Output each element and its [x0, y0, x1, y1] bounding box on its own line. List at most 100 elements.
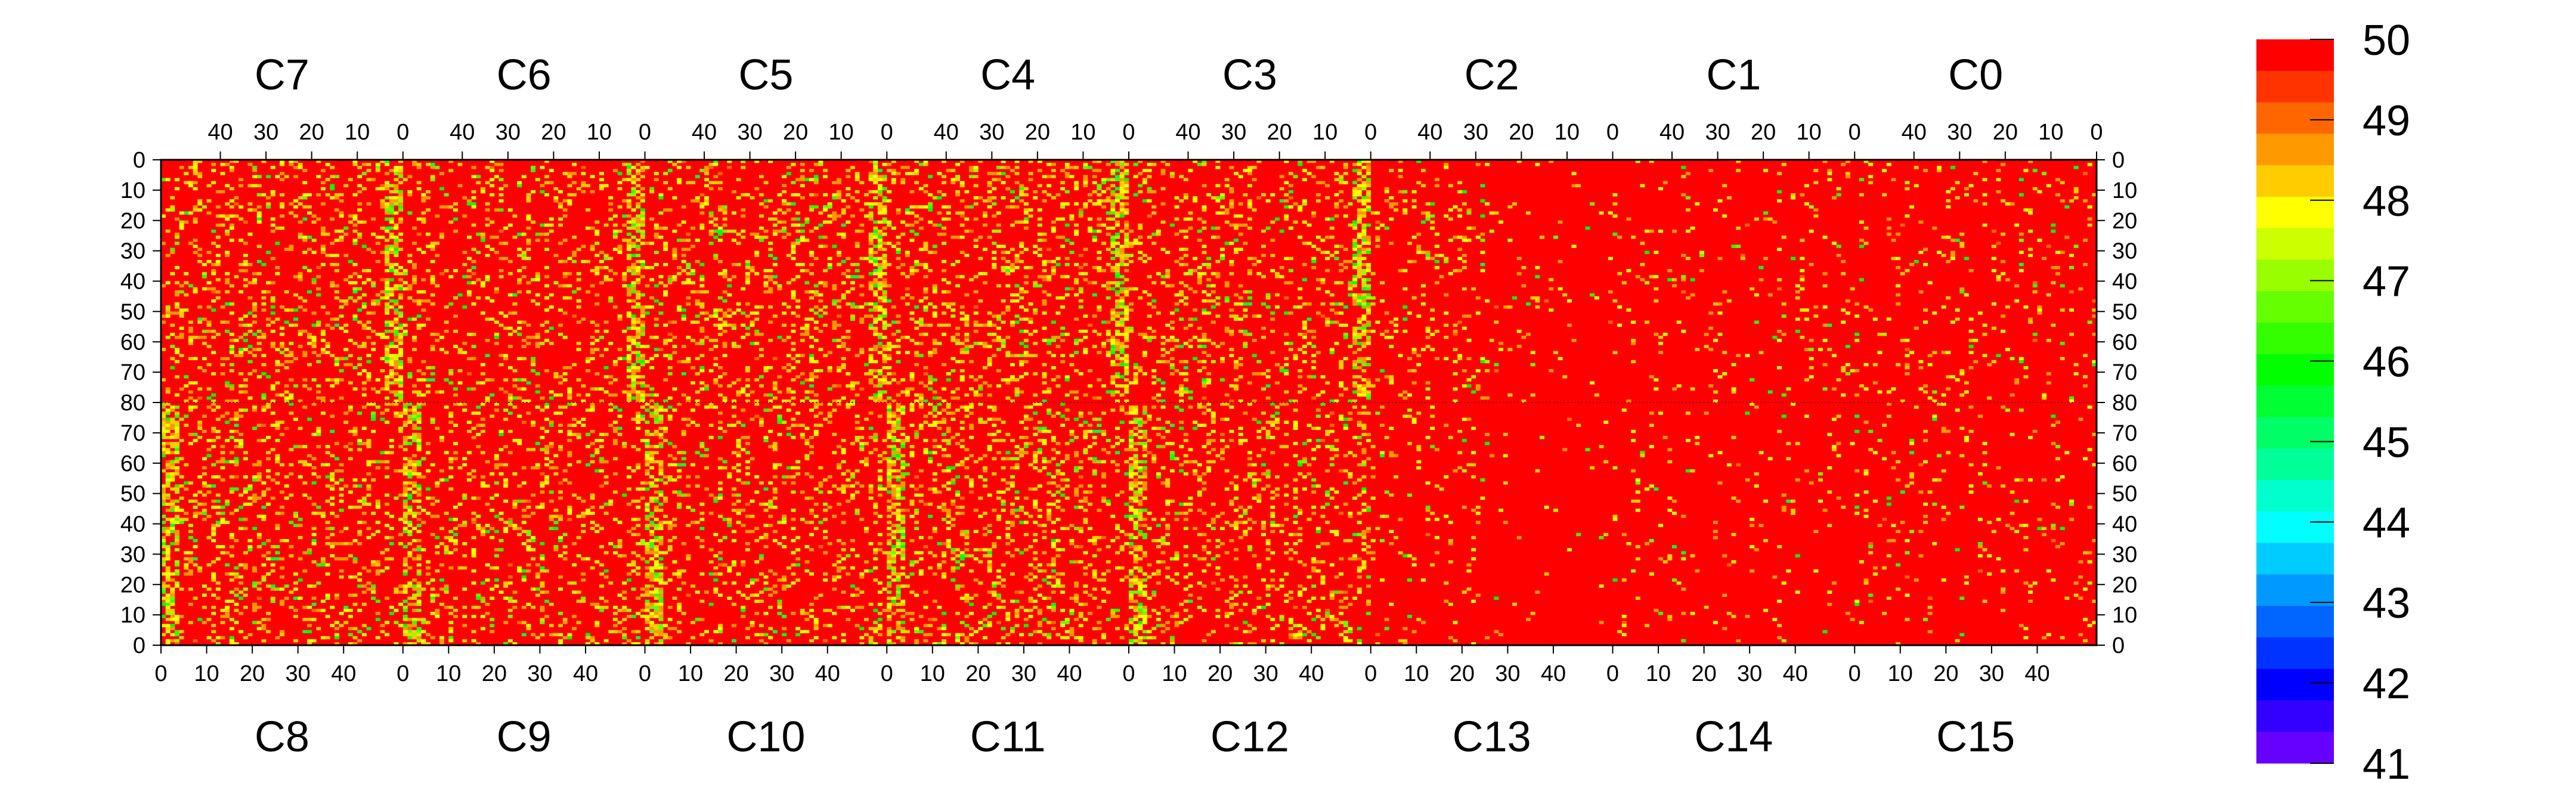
heatmap-cell — [1320, 278, 1326, 281]
heatmap-cell — [617, 357, 623, 361]
heatmap-cell — [1745, 223, 1750, 227]
heatmap-cell — [868, 250, 874, 255]
heatmap-cell — [699, 223, 705, 227]
heatmap-cell — [1672, 387, 1677, 391]
heatmap-cell — [1160, 360, 1166, 364]
heatmap-cell — [385, 253, 390, 258]
heatmap-cell — [1462, 253, 1467, 258]
heatmap-cell — [352, 366, 358, 370]
heatmap-cell — [1453, 269, 1458, 273]
heatmap-cell — [854, 190, 860, 194]
heatmap-cell — [1357, 360, 1362, 364]
heatmap-cell — [649, 393, 655, 397]
heatmap-cell — [239, 269, 244, 273]
heatmap-cell — [1357, 253, 1362, 258]
heatmap-cell — [512, 396, 518, 400]
heatmap-cell — [361, 305, 367, 309]
heatmap-cell — [686, 396, 691, 400]
heatmap-cell — [782, 339, 787, 342]
heatmap-cell — [1156, 233, 1161, 236]
heatmap-cell — [1001, 196, 1006, 200]
heatmap-cell — [631, 272, 636, 275]
heatmap-cell — [174, 348, 179, 351]
heatmap-cell — [1380, 369, 1385, 373]
heatmap-cell — [398, 326, 404, 330]
heatmap-cell — [343, 363, 349, 367]
heatmap-cell — [1859, 220, 1864, 224]
heatmap-cell — [1119, 375, 1125, 379]
heatmap-cell — [412, 160, 417, 163]
heatmap-cell — [1361, 247, 1367, 251]
heatmap-cell — [640, 357, 645, 361]
heatmap-cell — [1156, 393, 1161, 397]
heatmap-cell — [394, 336, 399, 339]
heatmap-cell — [256, 375, 262, 379]
heatmap-cell — [1859, 278, 1864, 281]
heatmap-cell — [918, 187, 924, 191]
heatmap-cell — [914, 305, 919, 309]
heatmap-cell — [1197, 230, 1202, 233]
heatmap-cell — [887, 357, 892, 361]
heatmap-cell — [1078, 299, 1083, 303]
heatmap-cell — [1320, 250, 1326, 255]
heatmap-cell — [590, 284, 595, 287]
heatmap-cell — [992, 187, 997, 191]
heatmap-cell — [348, 275, 353, 278]
heatmap-cell — [352, 290, 358, 294]
heatmap-cell — [804, 326, 810, 330]
heatmap-cell — [1169, 339, 1175, 342]
heatmap-cell — [1466, 384, 1472, 388]
heatmap-cell — [964, 314, 970, 318]
heatmap-cell — [535, 275, 540, 278]
heatmap-cell — [722, 354, 727, 357]
heatmap-cell — [754, 233, 760, 236]
heatmap-cell — [316, 323, 321, 327]
heatmap-cell — [558, 332, 563, 336]
heatmap-cell — [1083, 163, 1088, 166]
heatmap-cell — [270, 223, 275, 227]
heatmap-cell — [1106, 163, 1111, 166]
heatmap-cell — [1124, 290, 1129, 294]
heatmap-cell — [1119, 184, 1125, 188]
heatmap-cell — [1202, 396, 1207, 400]
heatmap-cell — [394, 360, 399, 364]
heatmap-cell — [631, 253, 636, 258]
heatmap-cell — [576, 342, 581, 345]
heatmap-cell — [1142, 332, 1147, 336]
heatmap-cell — [430, 345, 435, 348]
heatmap-cell — [599, 250, 604, 255]
heatmap-cell — [1252, 372, 1257, 376]
heatmap-cell — [334, 378, 339, 382]
heatmap-cell — [270, 193, 275, 197]
heatmap-cell — [626, 348, 631, 351]
heatmap-cell — [645, 166, 650, 169]
heatmap-cell — [677, 178, 682, 181]
heatmap-cell — [1352, 360, 1358, 364]
heatmap-cell — [626, 290, 631, 294]
heatmap-cell — [1037, 208, 1042, 212]
heatmap-cell — [174, 236, 179, 239]
heatmap-cell — [1822, 284, 1828, 287]
heatmap-cell — [188, 329, 193, 333]
heatmap-cell — [485, 278, 490, 281]
heatmap-cell — [882, 242, 887, 245]
heatmap-cell — [243, 390, 248, 394]
heatmap-cell — [293, 199, 298, 203]
heatmap-cell — [239, 336, 244, 339]
heatmap-cell — [959, 311, 965, 315]
heatmap-cell — [1809, 348, 1814, 351]
heatmap-cell — [946, 281, 951, 284]
heatmap-cell — [389, 390, 394, 394]
heatmap-cell — [677, 181, 682, 184]
heatmap-cell — [526, 217, 531, 221]
heatmap-cell — [1110, 314, 1116, 318]
heatmap-cell — [717, 181, 723, 184]
heatmap-cell — [1037, 275, 1042, 278]
heatmap-cell — [298, 345, 303, 348]
heatmap-cell — [407, 372, 413, 376]
heatmap-cell — [1179, 199, 1184, 203]
heatmap-cell — [791, 242, 796, 245]
heatmap-cell — [699, 262, 705, 267]
heatmap-cell — [1357, 193, 1362, 197]
heatmap-cell — [1229, 329, 1234, 333]
